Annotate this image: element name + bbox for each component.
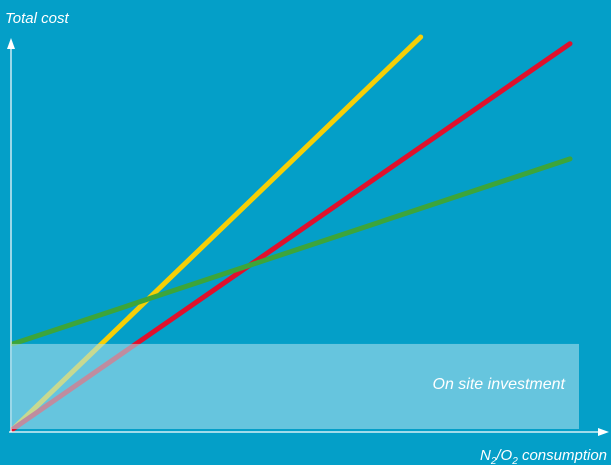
x-axis-title-part: 2 <box>511 456 518 465</box>
x-axis-title-part: consumption <box>518 447 607 464</box>
x-axis-title-part: 2 <box>490 456 497 465</box>
on-site-investment-label: On site investment <box>433 376 566 393</box>
x-axis-title-part: N <box>480 447 491 464</box>
series-line-3 <box>10 156 573 347</box>
on-site-investment-band <box>12 343 579 429</box>
y-axis-arrow-icon <box>7 38 15 49</box>
y-axis-title: Total cost <box>5 10 69 27</box>
x-axis-arrow-icon <box>598 428 609 436</box>
x-axis-title-part: /O <box>495 447 512 464</box>
x-axis-title: N2/O2 consumption <box>480 447 607 465</box>
